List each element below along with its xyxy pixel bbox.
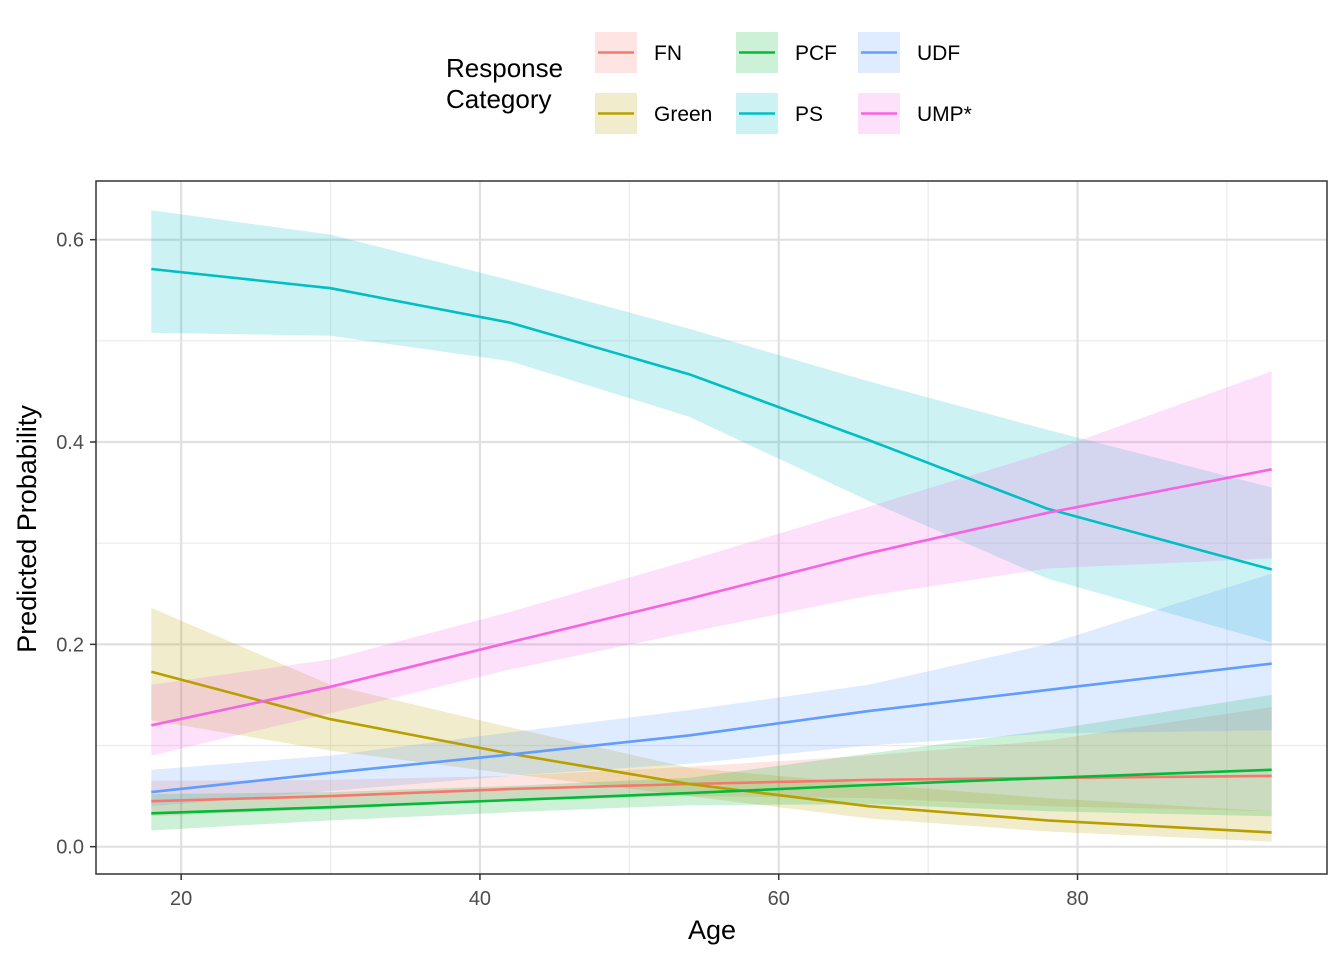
line-ump [151,468,1272,727]
y-tick-label: 0.6 [56,230,84,252]
legend-item-pcf: PCF [736,32,837,73]
legend-title-line-1: Response [446,53,563,83]
ribbon-ps [151,210,1272,643]
x-axis-title: Age [688,915,736,945]
legend-item-fn: FN [595,32,682,73]
legend-label: PS [795,103,823,126]
legend-item-ump: UMP* [858,93,972,134]
legend-item-green: Green [595,93,712,134]
x-tick-label: 80 [1066,888,1088,910]
line-udf [151,662,1272,794]
line-pcf [151,768,1272,815]
legend-label: PCF [795,42,837,65]
x-tick-label: 60 [768,888,790,910]
legend-item-ps: PS [736,93,823,134]
legend-item-udf: UDF [858,32,960,73]
ribbon-ump [151,371,1272,756]
legend-label: UMP* [917,103,972,126]
line-green [150,670,1272,834]
x-tick-label: 20 [170,888,192,910]
panel-border [95,180,1328,875]
x-tick-label: 40 [469,888,491,910]
legend-label: FN [654,42,682,65]
y-tick-label: 0.4 [56,432,84,454]
ribbon-udf [151,573,1272,807]
y-axis-title: Predicted Probability [12,405,42,653]
legend-label: Green [654,103,712,126]
ribbon-green [151,607,1272,842]
y-tick-label: 0.0 [56,837,84,859]
plot-panel: 20 40 60 80 0.0 0.2 0.4 0.6 [56,180,1328,910]
ribbon-fn [151,707,1272,817]
legend-title-line-2: Category [446,84,552,114]
line-ps [151,267,1273,571]
legend-label: UDF [917,42,960,65]
legend: Response Category FN Green PCF PS UDF UMP* [446,32,972,134]
y-tick-label: 0.2 [56,634,84,656]
ribbon-pcf [151,694,1272,831]
